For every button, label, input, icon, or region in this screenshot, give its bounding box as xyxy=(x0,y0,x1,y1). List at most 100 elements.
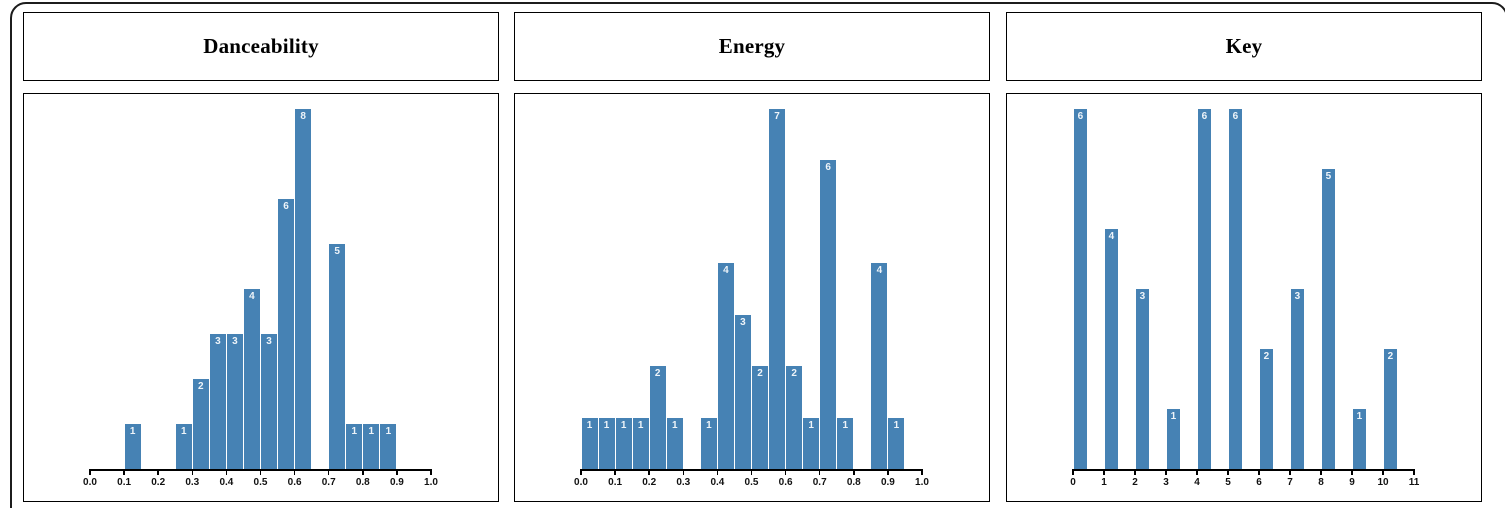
axis-tick-label: 0.7 xyxy=(812,477,827,488)
axis-tick xyxy=(1351,470,1353,475)
bar-count-label: 1 xyxy=(586,419,593,431)
histogram-bar: 1 xyxy=(615,417,632,469)
axis-tick-label: 8 xyxy=(1318,477,1324,488)
histogram-bar: 2 xyxy=(649,366,666,469)
bar-count-label: 3 xyxy=(266,336,272,347)
axis-tick xyxy=(614,470,616,475)
histogram-bar: 1 xyxy=(700,417,717,469)
axis-tick xyxy=(123,470,125,475)
axis-tick-label: 0.3 xyxy=(676,477,691,488)
bar-count-label: 1 xyxy=(1170,411,1177,422)
axis-tick xyxy=(818,470,821,475)
bar-count-label: 1 xyxy=(842,419,849,431)
axis-tick xyxy=(784,470,787,475)
histogram-bar: 3 xyxy=(734,314,751,469)
axis-tick xyxy=(1134,470,1136,475)
histogram-bar: 1 xyxy=(598,417,615,469)
x-axis-line xyxy=(89,469,432,471)
histogram-bar: 1 xyxy=(175,424,192,469)
x-axis-line xyxy=(1072,469,1415,471)
axis-tick xyxy=(1072,470,1074,475)
axis-tick xyxy=(430,470,432,475)
bar-count-label: 3 xyxy=(215,336,221,347)
axis-tick-label: 0.1 xyxy=(117,477,132,488)
axis-tick-label: 0.9 xyxy=(389,477,404,488)
axis-tick-label: 7 xyxy=(1287,477,1293,488)
histogram-bar: 1 xyxy=(888,417,905,469)
histogram-bar: 8 xyxy=(295,109,312,469)
histogram-bar: 3 xyxy=(261,334,278,469)
histogram-bar: 4 xyxy=(1104,229,1119,469)
axis-tick-label: 0.0 xyxy=(83,477,97,488)
axis-tick-label: 0.2 xyxy=(642,477,657,488)
histogram-bar: 5 xyxy=(329,244,346,469)
bar-count-label: 6 xyxy=(1201,111,1208,122)
histogram-canvas: 6 4 3 1 6 6 2 3 5 1 2 0 1 2 3 4 5 6 7 8 9 10 11 xyxy=(1006,93,1482,502)
axis-tick xyxy=(1413,470,1415,475)
histogram-bar: 2 xyxy=(786,366,803,469)
bar-count-label: 2 xyxy=(757,368,763,380)
axis-tick xyxy=(1103,470,1105,475)
axis-tick xyxy=(396,470,398,475)
axis-tick-label: 1 xyxy=(1101,477,1107,488)
bar-count-label: 2 xyxy=(1387,351,1394,362)
histogram-canvas: 1 1 2 3 3 4 3 6 8 5 1 1 1 0.0 0.1 0.2 0.3 0.4 0.5 0.6 0.7 0.8… xyxy=(23,93,499,502)
bar-count-label: 6 xyxy=(1077,111,1084,122)
axis-tick-label: 9 xyxy=(1349,477,1355,488)
bar-count-label: 1 xyxy=(351,426,358,437)
histogram-bar: 1 xyxy=(803,417,820,469)
axis-tick xyxy=(1320,470,1322,475)
histogram-bar: 1 xyxy=(124,424,141,469)
bar-count-label: 1 xyxy=(671,419,678,431)
plot-area: 1 1 2 3 3 4 3 6 8 5 1 1 1 0.0 0.1 0.2 0.3 0.4 0.5 0.6 0.7 0.8… xyxy=(83,94,438,488)
axis-tick-label: 0.9 xyxy=(880,477,895,488)
axis-tick xyxy=(853,470,855,475)
axis-tick xyxy=(1289,470,1291,475)
histogram-bar: 3 xyxy=(1135,289,1150,469)
histogram-bar: 4 xyxy=(243,289,260,469)
axis-tick xyxy=(682,470,685,475)
histogram-bar: 1 xyxy=(666,417,683,469)
histogram-bar: 2 xyxy=(1383,349,1398,469)
histogram-bar: 1 xyxy=(363,424,380,469)
axis-tick-label: 6 xyxy=(1256,477,1262,488)
axis-tick xyxy=(259,470,262,475)
axis-tick xyxy=(580,470,582,475)
histogram-bar: 1 xyxy=(346,424,363,469)
axis-tick-label: 3 xyxy=(1163,477,1169,488)
histogram-bar: 2 xyxy=(1259,349,1274,469)
axis-tick-label: 1.0 xyxy=(424,477,438,488)
chart-title: Energy xyxy=(718,34,786,58)
bar-count-label: 1 xyxy=(603,419,610,431)
axis-tick xyxy=(887,470,889,475)
axis-tick xyxy=(716,470,719,475)
axis-tick-label: 0 xyxy=(1070,477,1076,488)
axis-tick xyxy=(225,470,228,475)
histogram-bar: 6 xyxy=(278,199,295,469)
histogram-bar: 6 xyxy=(1197,109,1212,469)
chart-title-box: Danceability xyxy=(23,12,499,81)
plot-area: 1 1 1 1 2 1 1 4 3 2 7 2 1 6 1 4 1 0.0 0.1 0.2 0.3 0.4 0.5 0.6 0.… xyxy=(574,94,929,488)
bar-count-label: 4 xyxy=(876,265,883,277)
histogram-bar: 6 xyxy=(820,160,837,469)
axis-tick-label: 4 xyxy=(1194,477,1200,488)
bar-count-label: 2 xyxy=(791,368,797,380)
histogram-bar: 2 xyxy=(192,379,209,469)
plot-area: 6 4 3 1 6 6 2 3 5 1 2 0 1 2 3 4 5 6 7 8 9 10 11 xyxy=(1070,94,1419,488)
axis-tick-label: 0.2 xyxy=(151,477,166,488)
axis-tick xyxy=(1382,470,1384,475)
axis-tick-label: 0.7 xyxy=(321,477,336,488)
bar-count-label: 6 xyxy=(1232,111,1239,122)
chart-title: Danceability xyxy=(203,34,319,58)
chart-panel-danceability: Danceability 1 1 2 3 3 4 3 6 8 5 1 1 1 0.0 0.1 0.2 0.3 0.… xyxy=(23,0,499,508)
histogram-bar: 1 xyxy=(1166,409,1181,469)
histogram-bar: 1 xyxy=(837,417,854,469)
bar-count-label: 1 xyxy=(706,419,712,431)
histogram-bar: 1 xyxy=(380,424,397,469)
bar-count-label: 1 xyxy=(808,419,814,431)
window-border xyxy=(10,2,1505,508)
axis-tick-label: 0.3 xyxy=(185,477,200,488)
axis-tick-label: 0.6 xyxy=(287,477,302,488)
bar-count-label: 3 xyxy=(740,316,746,328)
axis-tick-label: 0.5 xyxy=(744,477,759,488)
